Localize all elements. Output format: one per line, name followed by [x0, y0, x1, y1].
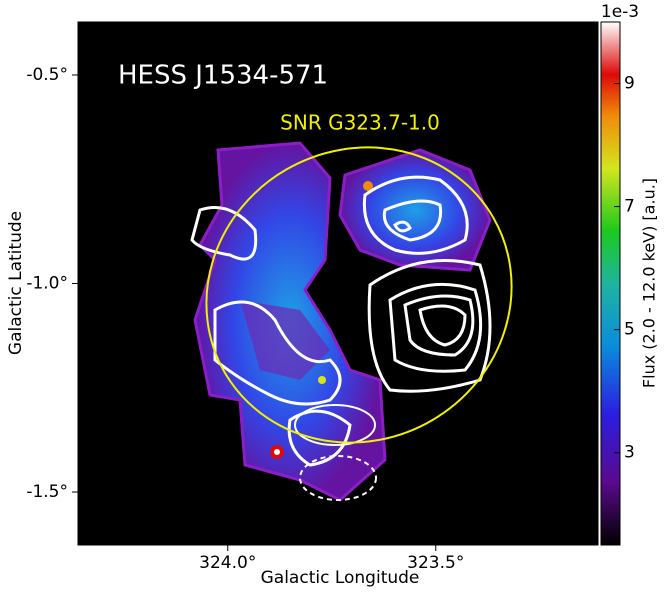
x-tick-label: 323.5° [407, 553, 464, 573]
colorbar-tick-label: 9 [624, 74, 635, 94]
colorbar [600, 21, 621, 546]
y-tick-label: -0.5° [26, 65, 68, 85]
annotation: SNR G323.7-1.0 [280, 111, 440, 135]
colorbar-tick-label: 3 [624, 443, 635, 463]
sky-image [78, 22, 598, 545]
x-tick-label: 324.0° [199, 553, 256, 573]
colorbar-offset: 1e-3 [601, 2, 639, 22]
colorbar-tick-label: 7 [624, 197, 635, 217]
colorbar-tick-label: 5 [624, 320, 635, 340]
y-axis-label: Galactic Latitude [6, 211, 26, 355]
chart-title: HESS J1534-571 [118, 61, 328, 91]
y-tick-label: -1.5° [26, 482, 68, 502]
y-tick-label: -1.0° [26, 274, 68, 294]
x-axis-label: Galactic Longitude [261, 568, 420, 588]
colorbar-label: Flux (2.0 - 12.0 keV) [a.u.] [640, 178, 659, 388]
